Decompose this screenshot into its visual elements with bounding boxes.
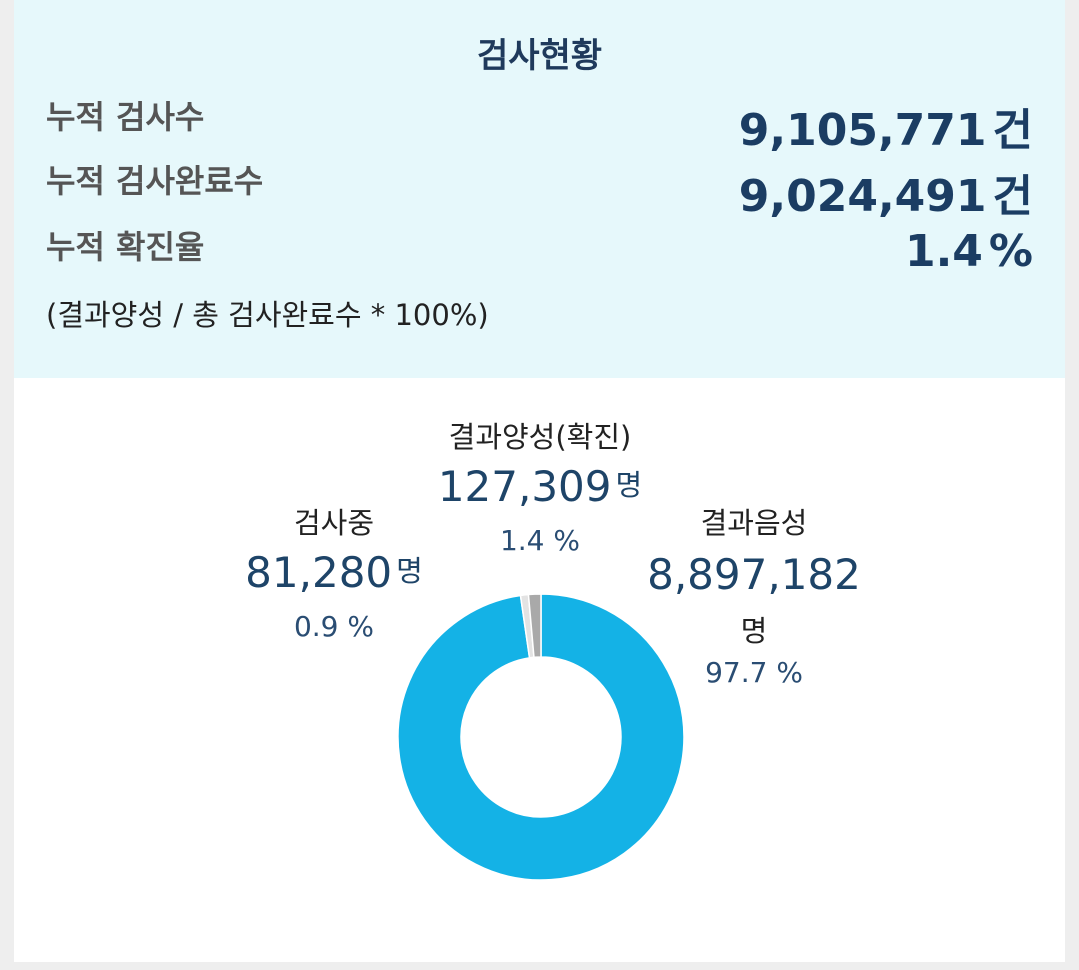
negative-pct-unit: % xyxy=(776,656,803,689)
cumulative-tests-unit: 건 xyxy=(992,105,1033,156)
cumulative-positive-rate-value: 1.4% xyxy=(905,226,1033,277)
positive-count-number: 127,309 xyxy=(437,462,612,511)
cumulative-tests-label: 누적 검사수 xyxy=(46,98,205,136)
cumulative-tests-number: 9,105,771 xyxy=(738,105,987,156)
test-status-card: 검사현황 누적 검사수 9,105,771 건 누적 검사완료수 9,024,49… xyxy=(14,0,1065,962)
negative-count-number: 8,897,182 xyxy=(647,550,861,599)
negative-label: 결과음성 xyxy=(700,506,808,540)
test-summary-panel: 검사현황 누적 검사수 9,105,771 건 누적 검사완료수 9,024,49… xyxy=(14,0,1065,378)
in-testing-pct: 0.9 % xyxy=(194,610,474,643)
positive-pct: 1.4 % xyxy=(390,524,690,557)
in-testing-pct-unit: % xyxy=(347,610,375,643)
in-testing-pct-number: 0.9 xyxy=(293,610,339,643)
cumulative-completed-value: 9,024,491 건 xyxy=(739,160,1033,224)
in-testing-label: 검사중 xyxy=(293,506,375,540)
test-result-chart: 결과양성(확진) 127,309 명 1.4 % 검사중 81,280 명 0.9 … xyxy=(14,378,1065,962)
positive-pct-number: 1.4 xyxy=(499,524,545,557)
cumulative-completed-number: 9,024,491 xyxy=(738,171,987,222)
negative-count-unit: 명 xyxy=(740,614,768,648)
donut-slice-positive[interactable] xyxy=(527,593,542,659)
positive-rate-formula: (결과양성 / 총 검사완료수 * 100%) xyxy=(46,298,489,332)
cumulative-positive-rate-number: 1.4 xyxy=(904,226,983,277)
cumulative-positive-rate-unit: % xyxy=(988,226,1033,277)
positive-label: 결과양성(확진) xyxy=(448,420,632,454)
positive-count: 127,309 명 xyxy=(390,462,690,511)
donut-slice-negative[interactable] xyxy=(397,593,685,881)
cumulative-tests-value: 9,105,771 건 xyxy=(739,94,1033,158)
donut-chart xyxy=(397,593,685,881)
positive-count-unit: 명 xyxy=(615,468,643,502)
in-testing-count-number: 81,280 xyxy=(245,548,393,597)
in-testing-count: 81,280 명 xyxy=(194,548,474,597)
summary-title: 검사현황 xyxy=(476,36,603,76)
cumulative-completed-unit: 건 xyxy=(992,171,1033,222)
negative-pct-number: 97.7 xyxy=(705,656,768,689)
cumulative-positive-rate-label: 누적 확진율 xyxy=(46,228,205,266)
in-testing-count-unit: 명 xyxy=(396,554,423,588)
negative-pct: 97.7 % xyxy=(614,656,894,689)
positive-pct-unit: % xyxy=(553,524,581,557)
cumulative-completed-label: 누적 검사완료수 xyxy=(46,162,264,200)
